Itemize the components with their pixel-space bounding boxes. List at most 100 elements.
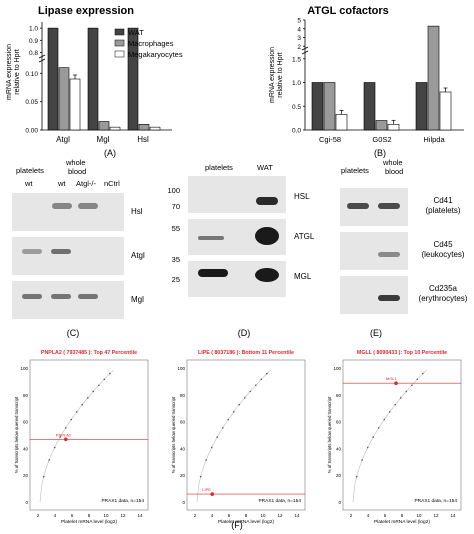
panel-b-y-tick-label: 1.5 <box>292 56 301 63</box>
panel-a-bar <box>87 27 99 131</box>
percentile-plot: PNPLA2 ( 7937485 ): Top 47 Percentile % o… <box>14 350 149 525</box>
percentile-plot-xtick: 4 <box>367 513 370 518</box>
percentile-plot: LIPE ( 8037186 ): Bottom 11 Percentile % … <box>171 350 306 525</box>
gene-point <box>372 436 375 438</box>
percentile-plot-xtick: 12 <box>277 513 283 518</box>
percentile-plot-footer: PRAX1 data, n=154 <box>414 498 457 504</box>
legend-macrophages: Macrophages <box>128 39 174 48</box>
legend-swatch-wat <box>114 28 125 36</box>
percentile-plot-xlabel: Platelet mRNA level (log2) <box>61 519 117 525</box>
blot-d-label-hsl: HSL <box>294 192 310 201</box>
panel-a-bar <box>109 126 121 131</box>
gene-point <box>232 411 235 413</box>
blot-c-mgl <box>12 281 124 319</box>
percentile-plot-ytick: 20 <box>180 473 186 478</box>
panel-d: platelets WAT 100 70 55 35 25 HSL ATGL M… <box>167 163 314 338</box>
panel-a-bar <box>149 126 161 131</box>
panel-b-y-tick-label: 0.5 <box>292 104 301 111</box>
percentile-plot-xtick: 4 <box>54 513 57 518</box>
percentile-plot-xtick: 10 <box>260 513 266 518</box>
panel-b-title: ATGL cofactors <box>307 5 389 17</box>
panel-b-y-ticks: 0.0 0.5 1.0 1.5 2 3 45 <box>292 18 305 135</box>
panel-b-bar <box>415 82 428 131</box>
blot-e-label-cd235a: Cd235a <box>429 284 458 293</box>
blot-e-label-cd41: Cd41 <box>433 196 453 205</box>
panel-a: Lipase expression mRNA expression relati… <box>6 5 183 158</box>
panel-b-bar <box>323 82 336 131</box>
percentile-plot-xtick: 14 <box>294 513 300 518</box>
panel-a-bar <box>138 124 150 131</box>
panel-b-y-tick-label: 1.0 <box>292 80 301 87</box>
percentile-plot-xtick: 10 <box>103 513 109 518</box>
panel-f-label: (F) <box>231 520 243 530</box>
panel-b-y-tick-label: 3 <box>297 35 301 42</box>
gene-point <box>86 397 89 399</box>
highlighted-gene-point <box>394 381 398 386</box>
marker-100: 100 <box>167 186 180 195</box>
percentile-plot-frame <box>186 359 306 511</box>
percentile-plot-header: PNPLA2 ( 7937485 ): Top 47 Percentile <box>41 350 137 356</box>
percentile-plot-xtick: 8 <box>401 513 404 518</box>
percentile-plot-ytick: 40 <box>336 446 342 451</box>
percentile-plot-ytick: 60 <box>336 420 342 425</box>
gene-point <box>405 390 408 393</box>
percentile-plot-ylabel: % of transcripts below queried transcrip… <box>327 396 332 473</box>
panel-b-label: (B) <box>374 148 386 158</box>
legend-swatch-megakaryocytes <box>114 50 125 58</box>
panel-e-label: (E) <box>370 328 382 338</box>
panel-b-bar <box>311 82 324 131</box>
gene-point <box>394 403 397 406</box>
percentile-plot-xtick: 8 <box>245 513 248 518</box>
percentile-plot-ytick: 60 <box>23 420 29 425</box>
panel-a-y-tick-label: 0.00 <box>25 128 38 135</box>
panel-c: platelets whole blood wt wt Atgl-/- nCtrl… <box>12 158 145 338</box>
gene-point <box>210 446 213 449</box>
panel-b-y-tick-label: 0.0 <box>292 128 301 135</box>
panel-c-lane-3: Atgl-/- <box>76 179 97 188</box>
blot-c-label-hsl: Hsl <box>131 207 143 216</box>
percentile-plot-ytick: 0 <box>338 500 341 505</box>
panel-a-title: Lipase expression <box>38 5 134 17</box>
panel-a-x-label: Hsl <box>137 135 149 144</box>
blot-e-sub-cd235a: (erythrocytes) <box>419 294 468 303</box>
highlighted-gene-point <box>210 492 215 496</box>
percentile-plot-ytick: 0 <box>25 500 28 505</box>
highlighted-gene-label: LIPE <box>202 487 211 492</box>
panel-f: PNPLA2 ( 7937485 ): Top 47 Percentile % o… <box>14 350 462 525</box>
blot-c-hsl <box>12 193 124 231</box>
highlighted-gene-label: MGLL <box>386 376 398 381</box>
blot-e-sub-cd45: (leukocytes) <box>421 250 464 259</box>
panel-e: platelets whole blood Cd41 (platelets) Cd… <box>340 158 468 338</box>
panel-b-bar <box>363 82 376 131</box>
gene-point <box>399 397 402 399</box>
gene-point <box>383 418 386 421</box>
percentile-plot-xtick: 14 <box>450 513 456 518</box>
percentile-plot-xtick: 2 <box>37 513 40 518</box>
gene-point <box>64 427 67 429</box>
panel-a-y-tick-label: 0.10 <box>25 71 38 78</box>
panel-b-bar <box>439 91 452 131</box>
percentile-plot-xtick: 6 <box>384 513 387 518</box>
panel-c-lane-2: wt <box>57 179 66 188</box>
gene-point <box>361 459 363 461</box>
percentile-plot-ytick: 80 <box>23 393 29 398</box>
percentile-plot-frame <box>29 359 149 511</box>
gene-point <box>227 418 230 421</box>
gene-point <box>199 475 202 478</box>
panel-a-y-tick-label: 0.05 <box>25 99 38 106</box>
panel-a-y-ticks: 0.00 0.05 0.10 0.8 0.9 1.0 <box>25 26 42 135</box>
blot-e-sub-cd41: (platelets) <box>425 206 460 215</box>
gene-point <box>377 427 380 429</box>
percentile-plot-xlabel: Platelet mRNA level (log2) <box>374 519 430 525</box>
panel-a-x-labels: Atgl Mgl Hsl <box>56 135 149 144</box>
percentile-plot-ylabel: % of transcripts below queried transcrip… <box>14 396 19 473</box>
blot-c-label-atgl: Atgl <box>131 251 145 260</box>
gene-point <box>266 372 268 375</box>
gene-point <box>92 390 95 393</box>
panel-a-y-tick-label: 0.9 <box>29 38 38 45</box>
percentile-plot-ytick: 100 <box>333 366 341 371</box>
blot-c-atgl <box>12 237 124 275</box>
gene-point <box>103 378 106 381</box>
panel-b-x-label: Cgi-58 <box>319 135 341 144</box>
